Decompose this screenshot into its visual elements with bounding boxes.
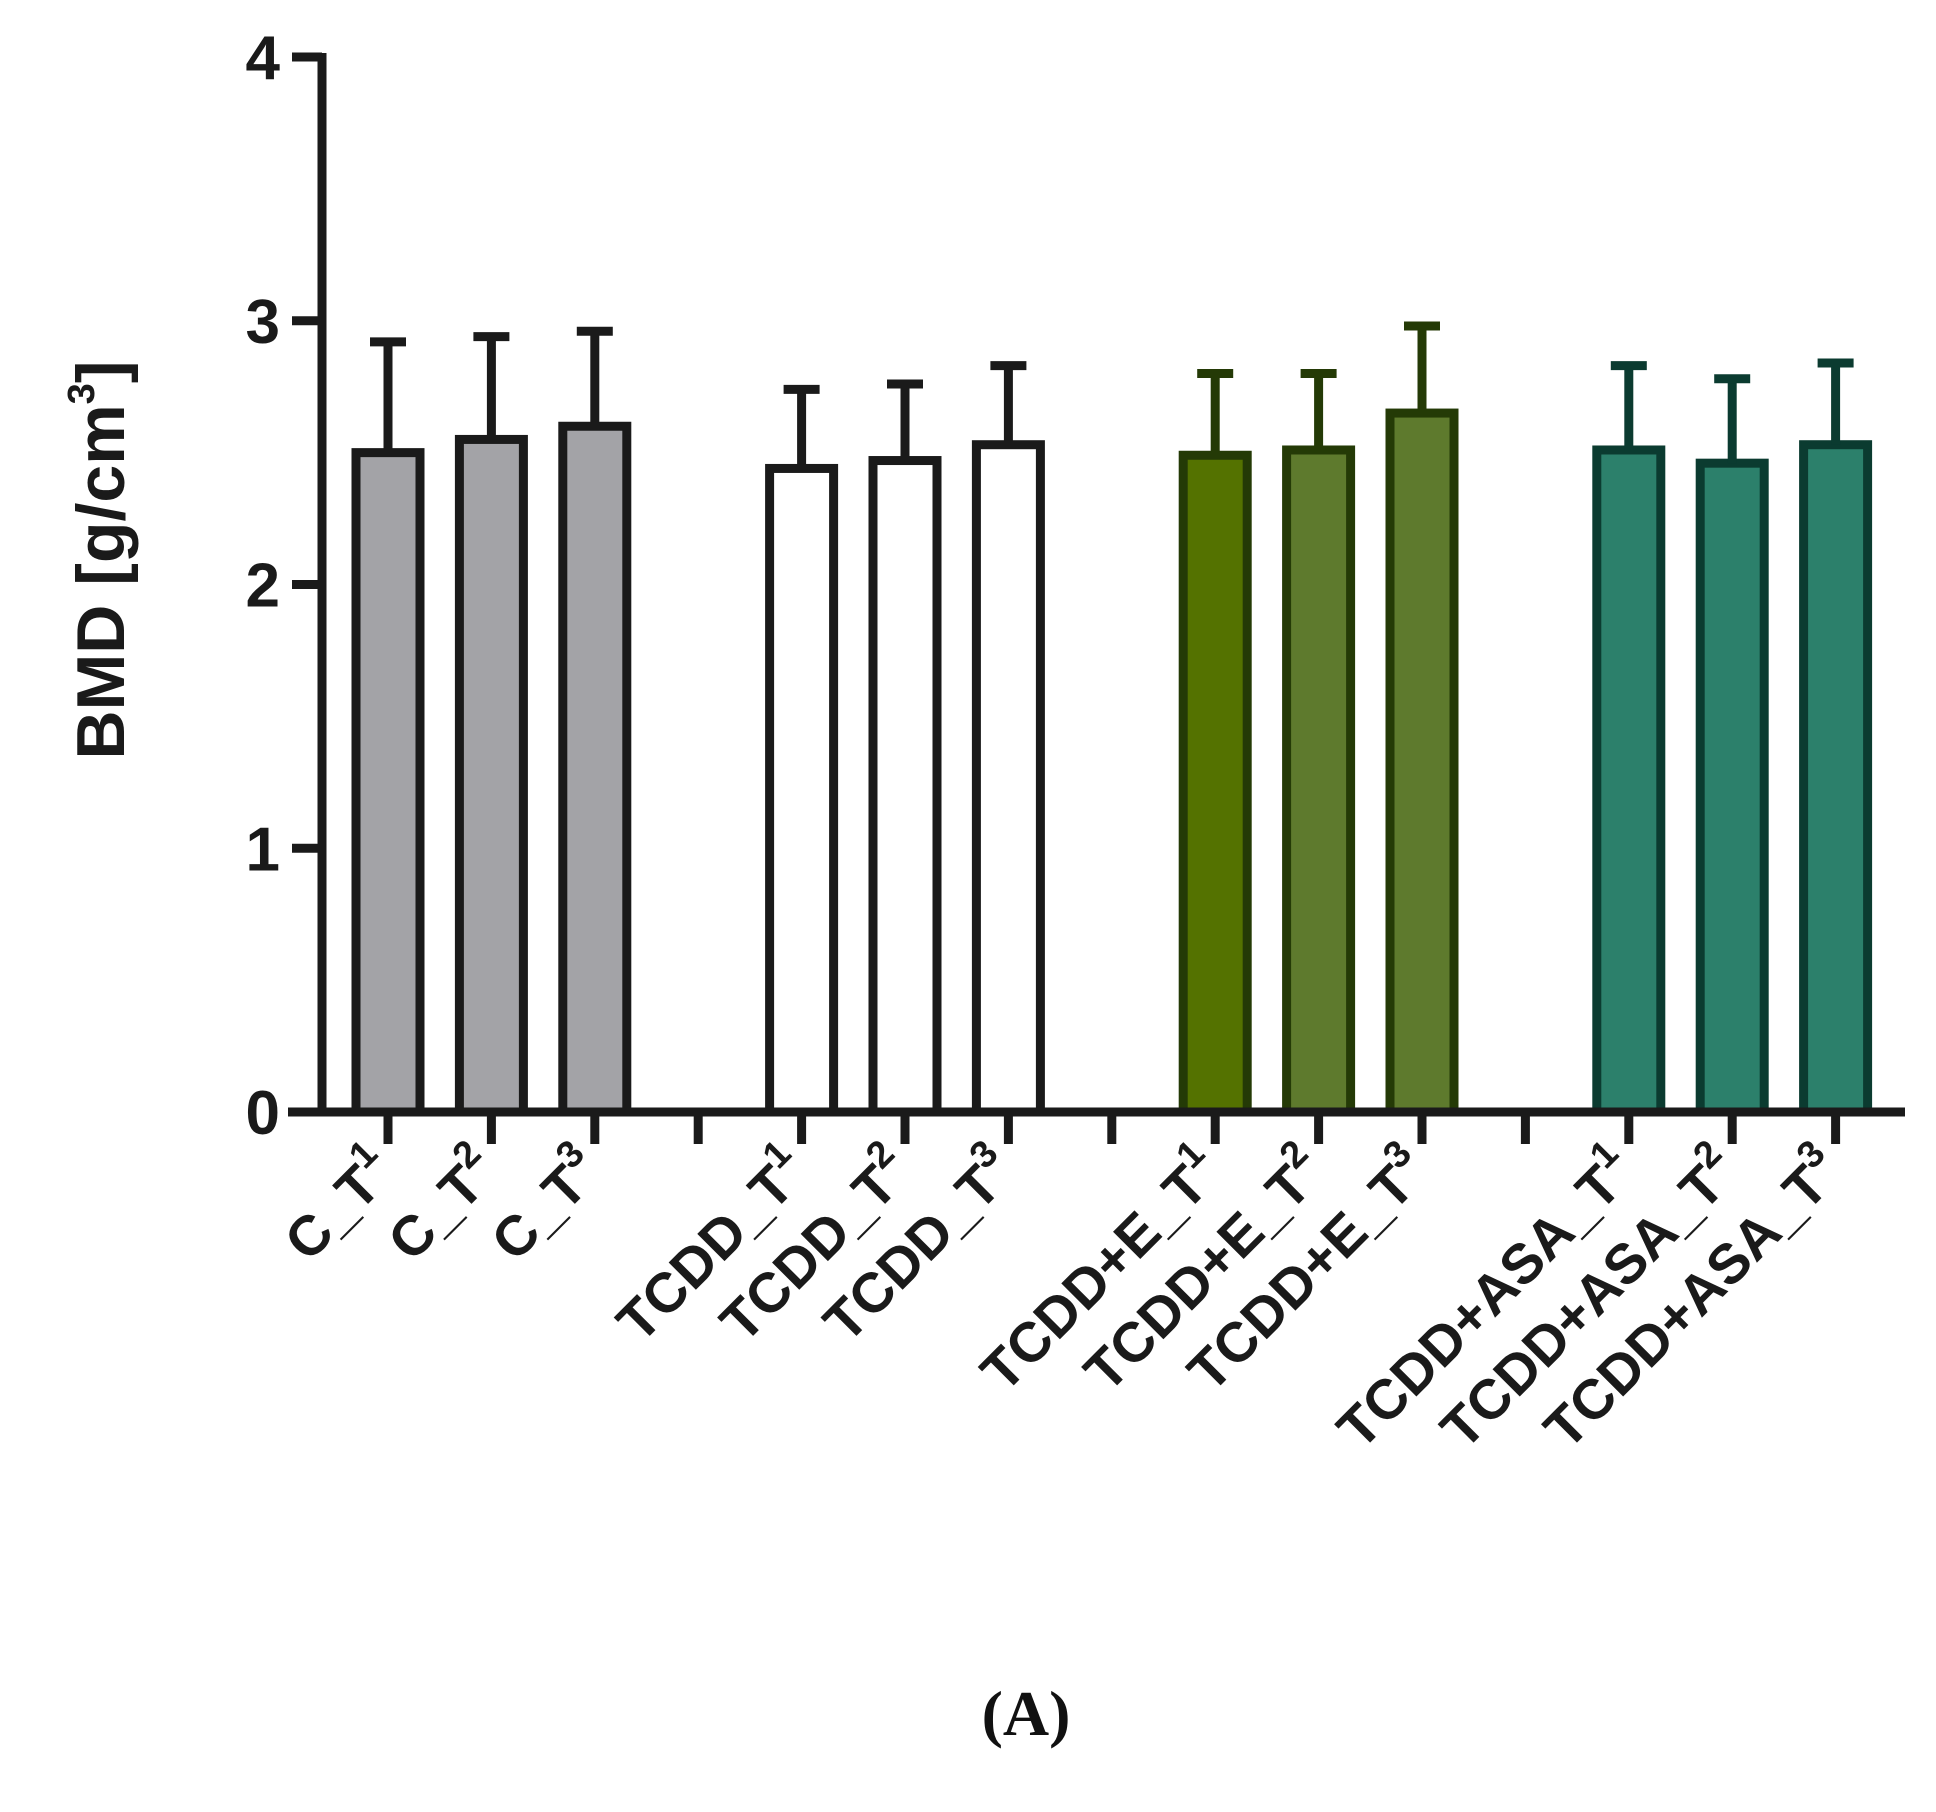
bar-tcdd-e-t3	[1385, 408, 1459, 1117]
y-tick-label-0: 0	[246, 1079, 280, 1148]
error-bars-layer	[370, 321, 1854, 469]
bar-c-t3	[558, 421, 632, 1117]
bar-tcdd-e-t1	[1178, 450, 1252, 1117]
x-category-label: C_T3	[473, 1132, 613, 1272]
bar-tcdd-asa-t1	[1592, 445, 1666, 1117]
figure-caption: (A)	[982, 1678, 1071, 1749]
bar-c-t1	[351, 448, 425, 1117]
bar-tcdd-e-t2	[1282, 445, 1356, 1117]
bar-tcdd-t3	[971, 440, 1045, 1117]
y-axis-title: BMD [g/cm3]	[61, 361, 139, 760]
bar-tcdd-asa-t2	[1695, 458, 1769, 1117]
bar-tcdd-asa-t3	[1799, 440, 1873, 1117]
bar-tcdd-t2	[868, 456, 942, 1117]
y-tick-label-2: 2	[246, 552, 280, 621]
y-tick-label-1: 1	[246, 815, 280, 884]
axes-layer	[288, 52, 1905, 1144]
bar-tcdd-t1	[765, 463, 839, 1117]
x-category-label: C_T2	[370, 1132, 510, 1272]
bars-layer	[351, 408, 1873, 1117]
x-category-label: C_T1	[267, 1132, 407, 1272]
y-tick-label-4: 4	[246, 24, 281, 93]
bar-c-t2	[454, 434, 528, 1117]
y-tick-label-3: 3	[246, 288, 280, 357]
